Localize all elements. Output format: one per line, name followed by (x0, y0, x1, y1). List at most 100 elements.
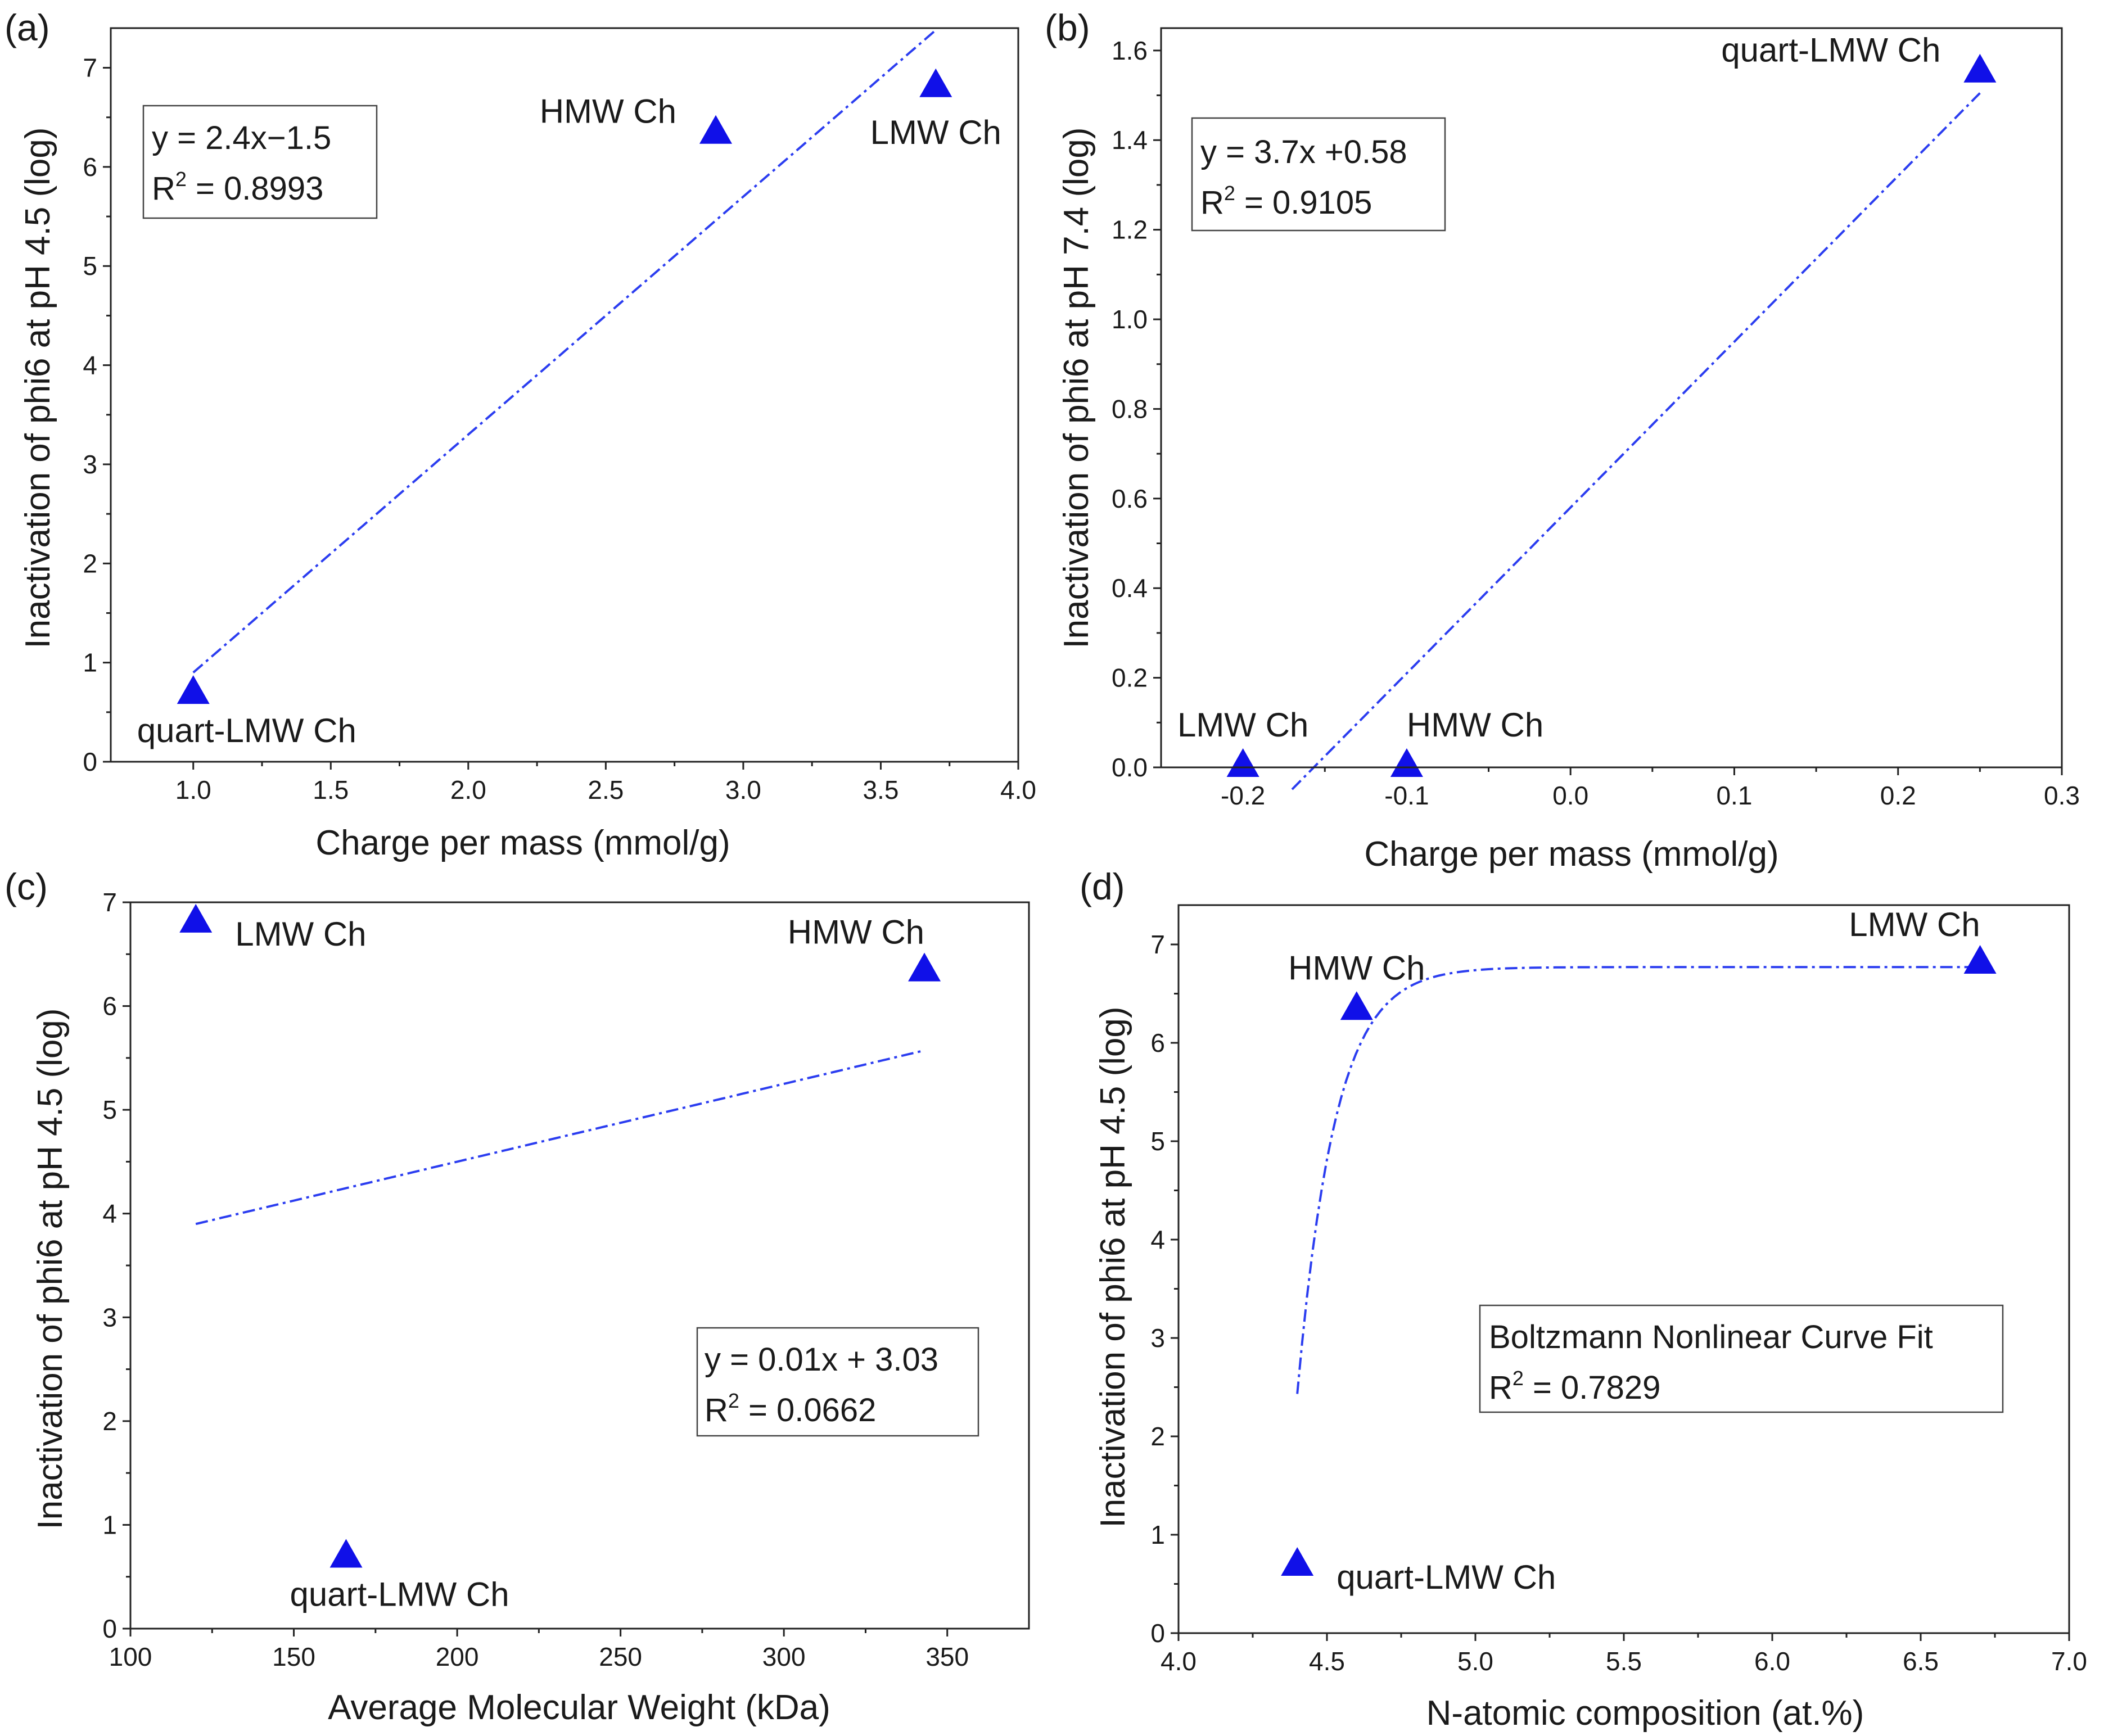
panel-c-point-label: quart-LMW Ch (290, 1575, 509, 1613)
panel-a-y-tick-label: 7 (83, 53, 97, 83)
panel-a-x-tick-label: 1.0 (175, 775, 211, 804)
panel-d-y-ticks: 0 1 2 3 4 5 6 7 (1150, 930, 1179, 1648)
panel-b-y-tick-label: 1.0 (1112, 305, 1148, 334)
panel-d-x-tick-label: 6.0 (1754, 1647, 1790, 1676)
panel-b-letter: (b) (1045, 7, 1090, 48)
panel-d-y-tick-label: 6 (1150, 1028, 1165, 1057)
panel-b-equation-box: y = 3.7x +0.58 R2 = 0.9105 (1191, 117, 1446, 232)
panel-a-point-label: HMW Ch (540, 93, 676, 130)
panel-b-point-label: LMW Ch (1177, 706, 1308, 744)
panel-c-letter: (c) (4, 866, 48, 907)
panel-a-equation: y = 2.4x−1.5 (152, 120, 331, 156)
panel-c-x-tick-label: 350 (925, 1642, 969, 1671)
panel-b-point-marker (1390, 748, 1423, 777)
panel-a-y-tick-label: 6 (83, 152, 97, 182)
panel-c-y-tick-label: 6 (102, 992, 117, 1021)
panel-a-fit-line (192, 29, 937, 673)
panel-c-y-tick-label: 7 (102, 888, 117, 917)
panel-a: (a) Charge per mass (mmol/g) Inactivatio… (4, 7, 1036, 862)
panel-b-x-tick-label: 0.0 (1552, 781, 1588, 810)
panel-c-x-tick-label: 200 (436, 1642, 479, 1671)
panel-d-x-tick-label: 6.5 (1903, 1647, 1939, 1676)
panel-d-x-tick-label: 4.0 (1161, 1647, 1197, 1676)
panel-c-x-tick-label: 100 (109, 1642, 152, 1671)
panel-a-frame (110, 27, 1019, 763)
panel-a-y-tick-label: 2 (83, 549, 97, 578)
panel-b-fit-line (1291, 92, 1981, 790)
panel-c-y-tick-label: 5 (102, 1095, 117, 1124)
panel-b-point-marker (1963, 53, 1997, 83)
panel-d-x-tick-label: 4.5 (1309, 1647, 1345, 1676)
panel-c-y-tick-label: 1 (102, 1510, 117, 1539)
panel-b-point-label: HMW Ch (1407, 706, 1543, 744)
panel-c-equation: y = 0.01x + 3.03 (705, 1341, 938, 1378)
panel-c-point-marker (329, 1539, 363, 1568)
panel-c-point-marker (908, 952, 941, 982)
panel-d-y-tick-label: 2 (1150, 1422, 1165, 1451)
panel-d-frame (1177, 904, 2070, 1634)
panel-d-equation-box: Boltzmann Nonlinear Curve Fit R2 = 0.782… (1479, 1304, 2004, 1413)
panel-b-x-tick-label: 0.2 (1880, 781, 1916, 810)
panel-a-x-tick-label: 3.0 (725, 775, 761, 804)
panel-a-fit-curve (192, 29, 937, 673)
panel-c-x-tick-label: 150 (272, 1642, 315, 1671)
panel-c-point-label: HMW Ch (788, 914, 924, 951)
panel-b-x-axis-title: Charge per mass (mmol/g) (1364, 835, 1778, 874)
panel-a-x-tick-label: 2.5 (588, 775, 624, 804)
panel-a-point-marker (699, 115, 732, 144)
panel-d-point-label: HMW Ch (1288, 949, 1425, 987)
panel-c-x-axis-title: Average Molecular Weight (kDa) (328, 1688, 830, 1727)
panel-c-fit-curve (195, 1049, 925, 1226)
panel-a-y-tick-label: 1 (83, 648, 97, 677)
panel-d-y-tick-label: 0 (1150, 1619, 1165, 1648)
panel-b-x-tick-label: 0.3 (2044, 781, 2080, 810)
panel-a-x-axis-title: Charge per mass (mmol/g) (315, 824, 730, 862)
panel-d-equation: Boltzmann Nonlinear Curve Fit (1489, 1319, 1933, 1355)
panel-b-equation: y = 3.7x +0.58 (1200, 134, 1407, 170)
panel-b-points: LMW Ch HMW Ch quart-LMW Ch (1177, 31, 1997, 777)
panel-a-y-ticks: 0 1 2 3 4 5 6 7 (83, 53, 111, 776)
panel-a-x-tick-label: 1.5 (313, 775, 349, 804)
panel-b-y-tick-label: 0.0 (1112, 753, 1148, 782)
panel-c: (c) Average Molecular Weight (kDa) Inact… (4, 866, 1030, 1727)
panel-b-point-marker (1226, 748, 1259, 777)
panel-c-fit-line (195, 1049, 925, 1226)
panel-d-point-label: LMW Ch (1849, 906, 1980, 943)
panel-b-fit-curve (1291, 92, 1981, 790)
panel-b-y-ticks: 0.0 0.2 0.4 0.6 0.8 1.0 1.2 1.4 1.6 (1112, 36, 1161, 782)
panel-a-y-tick-label: 4 (83, 351, 97, 380)
panel-d-x-ticks: 4.0 4.5 5.0 5.5 6.0 6.5 7.0 (1161, 1633, 2087, 1676)
panel-c-y-tick-label: 3 (102, 1303, 117, 1332)
panel-b-y-tick-label: 1.6 (1112, 36, 1148, 65)
panel-a-y-axis-title: Inactivation of phi6 at pH 4.5 (log) (19, 127, 57, 648)
panel-d-point-marker (1340, 991, 1373, 1020)
panel-a-equation-box: y = 2.4x−1.5 R2 = 0.8993 (142, 105, 378, 219)
panel-c-point-label: LMW Ch (235, 915, 366, 953)
panel-d-x-axis-title: N-atomic composition (at.%) (1426, 1694, 1864, 1733)
panel-a-y-tick-label: 0 (83, 747, 97, 776)
panel-a-points: quart-LMW Ch HMW Ch LMW Ch (137, 68, 1001, 749)
panel-c-y-tick-label: 0 (102, 1614, 117, 1643)
panel-a-x-tick-label: 3.5 (863, 775, 899, 804)
panel-a-x-tick-label: 4.0 (1000, 775, 1036, 804)
panel-c-y-tick-label: 4 (102, 1199, 117, 1228)
panel-b-point-label: quart-LMW Ch (1721, 31, 1940, 69)
panel-b-frame (1160, 27, 2063, 768)
panel-b-y-axis-title: Inactivation of phi6 at pH 7.4 (log) (1057, 127, 1096, 648)
panel-c-x-tick-label: 300 (762, 1642, 806, 1671)
panel-d-y-tick-label: 5 (1150, 1127, 1165, 1156)
panel-b-y-tick-label: 0.6 (1112, 484, 1148, 513)
panel-d-point-marker (1963, 945, 1997, 974)
panel-c-y-ticks: 0 1 2 3 4 5 6 7 (102, 888, 130, 1643)
panel-a-x-tick-label: 2.0 (450, 775, 486, 804)
panel-a-point-marker (177, 675, 210, 704)
panel-d-y-tick-label: 1 (1150, 1520, 1165, 1549)
panel-c-frame (129, 901, 1030, 1630)
panel-d-points: HMW Ch LMW Ch quart-LMW Ch (1281, 906, 1997, 1596)
panel-c-r-squared: R2 = 0.0662 (705, 1389, 876, 1428)
panel-a-point-marker (919, 68, 952, 97)
panel-b-y-tick-label: 0.8 (1112, 394, 1148, 423)
panel-d-y-tick-label: 4 (1150, 1225, 1165, 1254)
panel-d-fit-curve (1296, 966, 1980, 1394)
